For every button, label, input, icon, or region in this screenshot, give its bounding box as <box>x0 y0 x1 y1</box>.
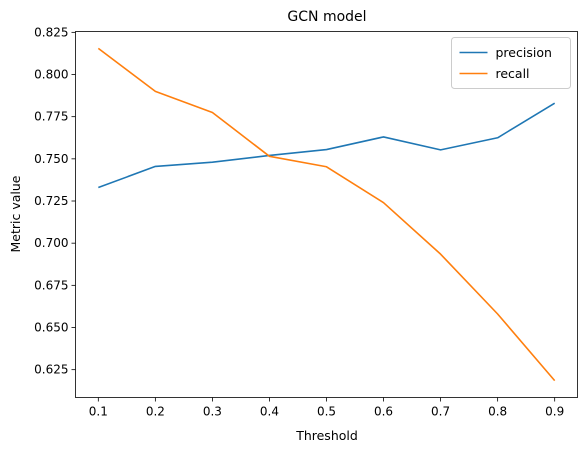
x-tick-label: 0.5 <box>317 405 336 419</box>
x-axis-title: Threshold <box>295 428 358 443</box>
y-tick-label: 0.825 <box>34 25 68 39</box>
legend: precision recall <box>451 37 571 89</box>
y-axis: 0.625 0.650 0.675 0.700 0.725 0.750 0.775 0.800… <box>34 25 76 377</box>
x-tick-label: 0.7 <box>431 405 450 419</box>
y-tick-label: 0.800 <box>34 68 68 82</box>
x-tick-label: 0.1 <box>89 405 108 419</box>
legend-box <box>451 37 571 89</box>
y-tick-label: 0.650 <box>34 321 68 335</box>
x-tick-label: 0.8 <box>488 405 507 419</box>
y-tick-label: 0.700 <box>34 236 68 250</box>
series-line-precision <box>98 102 556 189</box>
x-axis: 0.1 0.2 0.3 0.4 0.5 0.6 0.7 0.8 0.9 <box>89 397 564 419</box>
y-tick-label: 0.750 <box>34 152 68 166</box>
y-tick-label: 0.625 <box>34 363 68 377</box>
legend-label-recall: recall <box>496 66 530 81</box>
x-tick-label: 0.6 <box>374 405 393 419</box>
x-tick-label: 0.9 <box>545 405 564 419</box>
x-tick-label: 0.3 <box>203 405 222 419</box>
y-tick-label: 0.675 <box>34 278 68 292</box>
legend-label-precision: precision <box>496 45 552 60</box>
series-line-recall <box>97 47 556 382</box>
x-tick-label: 0.2 <box>146 405 165 419</box>
y-axis-title: Metric value <box>8 175 23 252</box>
x-tick-label: 0.4 <box>260 405 279 419</box>
chart-title: GCN model <box>287 9 366 25</box>
y-tick-label: 0.775 <box>34 110 68 124</box>
plot-area <box>97 47 556 382</box>
y-tick-label: 0.725 <box>34 194 68 208</box>
